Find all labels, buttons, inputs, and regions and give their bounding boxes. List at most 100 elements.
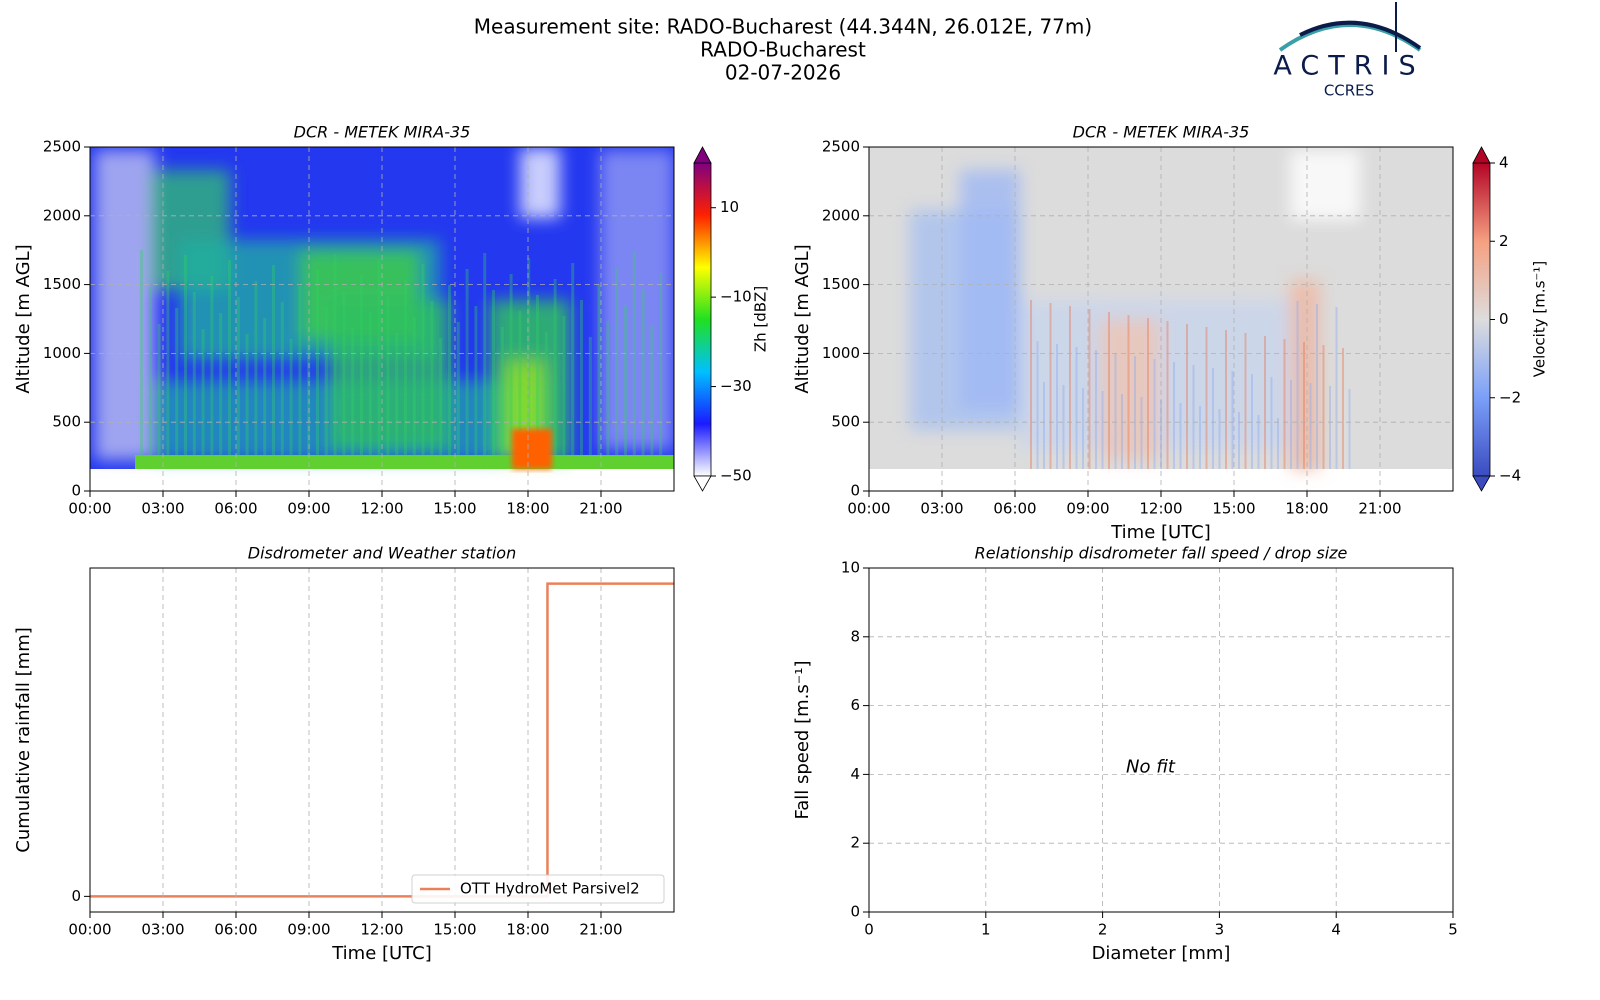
x-tick-label: 2 <box>1098 921 1108 939</box>
radar-streak <box>1257 415 1260 469</box>
radar-streak <box>219 313 223 469</box>
x-tick-label: 09:00 <box>287 921 330 939</box>
radar-streak <box>342 291 346 469</box>
radar-streak <box>448 285 451 469</box>
radar-streak <box>544 332 548 469</box>
radar-streak <box>272 265 275 469</box>
radar-streak <box>368 312 372 469</box>
y-tick-label: 1000 <box>43 344 81 362</box>
radar-streak <box>1153 359 1156 469</box>
x-tick-label: 0 <box>864 921 874 939</box>
radar-streak <box>421 264 425 469</box>
radar-streak <box>395 333 399 469</box>
plot-frame <box>89 567 675 913</box>
data-line <box>90 582 674 898</box>
plot-area <box>90 582 674 898</box>
radar-streak <box>412 317 416 469</box>
radar-streak <box>483 253 487 469</box>
radar-streak <box>228 260 231 469</box>
radar-streak <box>1036 341 1039 469</box>
radar-streak <box>439 338 443 469</box>
radar-streak <box>1238 412 1240 469</box>
radar-streak <box>140 250 143 469</box>
radar-streak <box>509 274 513 469</box>
radar-streak <box>430 301 434 469</box>
radar-ground <box>512 429 552 469</box>
x-axis-label: Diameter [mm] <box>1092 943 1231 964</box>
colorbar-tick-label: −30 <box>720 377 752 395</box>
x-tick-label: 00:00 <box>68 921 111 939</box>
colorbar-tick-label: −50 <box>720 467 752 485</box>
legend-label: OTT HydroMet Parsivel2 <box>460 880 640 898</box>
x-tick-label: 21:00 <box>1358 500 1401 518</box>
colorbar-tick-label: −10 <box>720 288 752 306</box>
radar-streak <box>474 306 478 469</box>
x-tick-label: 06:00 <box>214 921 257 939</box>
radar-streak <box>1290 380 1292 469</box>
x-tick-label: 09:00 <box>1066 500 1109 518</box>
y-tick-label: 1500 <box>43 275 81 293</box>
radar-streak <box>1199 406 1201 469</box>
radar-streak <box>1303 342 1305 469</box>
radar-streak <box>280 302 284 469</box>
plot-frame <box>868 146 1454 492</box>
radar-streak <box>492 290 495 469</box>
radar-streak <box>588 337 592 469</box>
radar-streak <box>571 263 575 469</box>
figure-subtitle: RADO-Bucharest <box>700 38 866 62</box>
colorbar-tick-label: −2 <box>1499 388 1521 406</box>
y-tick-label: 1000 <box>822 344 860 362</box>
y-tick-label: 2000 <box>43 206 81 224</box>
radar-streak <box>157 324 161 469</box>
radar-streak <box>500 327 504 469</box>
y-axis-label: Cumulative rainfall [mm] <box>13 627 34 853</box>
radar-streak <box>1160 400 1162 469</box>
y-tick-label: 0 <box>71 887 81 905</box>
figure-date: 02-07-2026 <box>725 61 841 85</box>
x-tick-label: 4 <box>1331 921 1341 939</box>
x-tick-label: 12:00 <box>360 500 403 518</box>
radar-streak <box>1264 336 1266 469</box>
radar-streak <box>1114 353 1117 469</box>
x-tick-label: 00:00 <box>68 500 111 518</box>
y-tick-label: 8 <box>850 627 860 645</box>
x-tick-label: 15:00 <box>433 921 476 939</box>
radar-streak <box>1075 347 1078 469</box>
colorbar-tick-label: 10 <box>720 198 739 216</box>
radar-streak <box>1309 383 1312 469</box>
radar-streak <box>1212 368 1214 469</box>
radar-streak <box>1225 330 1227 469</box>
radar-streak <box>465 269 469 469</box>
radar-streak <box>536 295 539 469</box>
radar-streak <box>254 281 258 469</box>
radar-streak <box>289 339 293 469</box>
y-axis-label: Altitude [m AGL] <box>13 244 34 393</box>
chart: Relationship disdrometer fall speed / dr… <box>792 544 1458 965</box>
radar-streak <box>307 323 311 469</box>
y-tick-label: 500 <box>52 413 81 431</box>
radar-streak <box>1244 333 1247 469</box>
colorbar <box>693 162 712 477</box>
radar-streak <box>1218 409 1221 469</box>
radar-ground <box>135 455 674 469</box>
radar-streak <box>1296 301 1299 469</box>
radar-streak <box>1251 374 1253 469</box>
x-tick-label: 21:00 <box>579 921 622 939</box>
radar-streak <box>1283 339 1286 469</box>
radar-streak <box>615 268 619 469</box>
x-tick-label: 03:00 <box>141 921 184 939</box>
colorbar-extend <box>693 146 712 164</box>
radar-streak <box>1205 327 1208 469</box>
x-tick-label: 3 <box>1215 921 1225 939</box>
radar-streak <box>518 311 522 469</box>
x-tick-label: 21:00 <box>579 500 622 518</box>
radar-streak <box>184 255 187 469</box>
chart-title: DCR - METEK MIRA-35 <box>294 123 471 142</box>
radar-streak <box>641 289 645 469</box>
radar-streak <box>192 292 196 469</box>
radar-streak <box>316 270 319 469</box>
radar-streak <box>1056 344 1058 469</box>
radar-streak <box>360 275 363 469</box>
y-tick-label: 0 <box>850 903 860 921</box>
